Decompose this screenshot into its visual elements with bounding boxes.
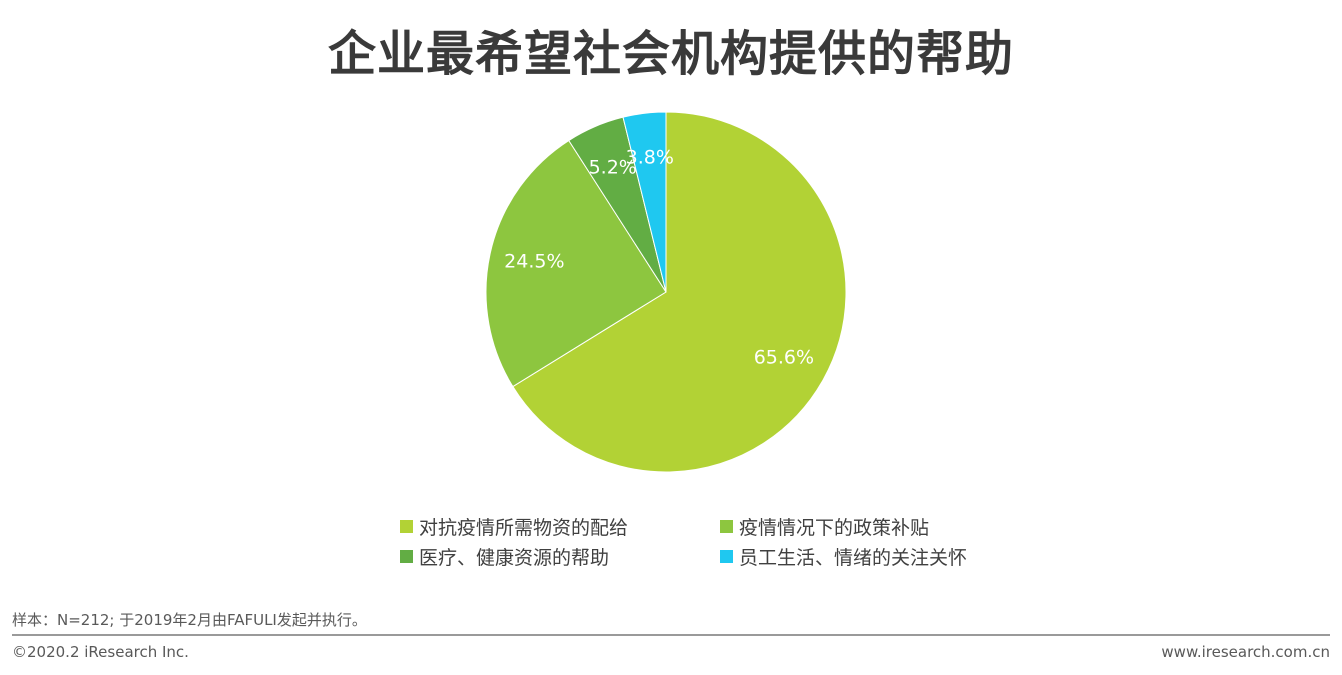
- sample-note: 样本：N=212; 于2019年2月由FAFULI发起并执行。: [12, 611, 367, 629]
- legend-swatch: [720, 519, 733, 533]
- legend-item: 医疗、健康资源的帮助: [400, 544, 720, 569]
- legend-swatch: [400, 549, 413, 563]
- slice-label: 3.8%: [626, 146, 674, 168]
- legend-item: 对抗疫情所需物资的配给: [400, 514, 720, 539]
- legend-item: 员工生活、情绪的关注关怀: [720, 544, 1040, 569]
- pie-slice: [512, 111, 847, 473]
- footer-divider: [12, 634, 1330, 636]
- legend-label: 医疗、健康资源的帮助: [419, 546, 610, 569]
- chart-title: 企业最希望社会机构提供的帮助: [327, 26, 1014, 82]
- legend-swatch: [400, 519, 413, 533]
- slice-label: 65.6%: [754, 346, 814, 368]
- legend-label: 疫情情况下的政策补贴: [739, 516, 930, 539]
- legend: 对抗疫情所需物资的配给 疫情情况下的政策补贴 医疗、健康资源的帮助 员工生活、情…: [400, 514, 1040, 569]
- pie-slice: [622, 111, 667, 293]
- legend-swatch: [720, 549, 733, 563]
- copyright-text: ©2020.2 iResearch Inc.: [12, 643, 189, 661]
- pie-slice: [485, 139, 667, 388]
- website-link[interactable]: www.iresearch.com.cn: [1161, 643, 1330, 661]
- legend-label: 员工生活、情绪的关注关怀: [739, 546, 968, 569]
- legend-item: 疫情情况下的政策补贴: [720, 514, 1040, 539]
- slice-label: 24.5%: [504, 251, 564, 273]
- legend-label: 对抗疫情所需物资的配给: [419, 516, 629, 539]
- slice-label: 5.2%: [589, 156, 637, 178]
